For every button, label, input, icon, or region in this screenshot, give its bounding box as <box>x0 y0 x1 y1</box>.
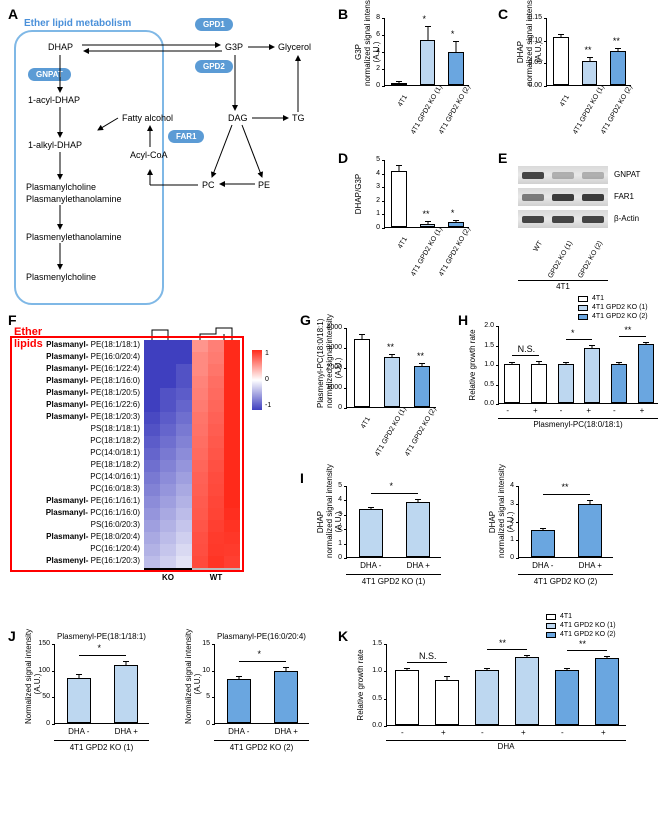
panel-label-h: H <box>458 312 468 328</box>
panel-label-g: G <box>300 312 311 328</box>
panel-label-i: I <box>300 470 304 486</box>
node-acylcoa: Acyl-CoA <box>130 150 168 160</box>
panel-label-e: E <box>498 150 507 166</box>
chart-g3p: 024684T1*4T1 GPD2 KO (1)*4T1 GPD2 KO (2)… <box>356 18 469 86</box>
panel-label-k: K <box>338 628 348 644</box>
node-glycerol: Glycerol <box>278 42 311 52</box>
chart-plasmanyl-pe-160: Plasmanyl-PE(16:0/20:4)051015DHA -DHA +*… <box>186 644 309 724</box>
ether-lipid-title: Ether lipid metabolism <box>24 18 131 29</box>
node-pe: PE <box>258 180 270 190</box>
chart-growth-plasmenyl: 0.00.51.01.52.0-+-+-+N.S.***Relative gro… <box>470 326 658 404</box>
node-plasmanylethanolamine: Plasmanylethanolamine <box>26 194 122 204</box>
chart-dhap-ko1: 012345DHA -DHA +*4T1 GPD2 KO (1)DHAPnorm… <box>318 486 441 558</box>
node-plasmenylethanolamine: Plasmenylethanolamine <box>26 232 122 242</box>
chart-growth-dha: 0.00.51.01.5-+-+-+N.S.****Relative growt… <box>358 644 626 726</box>
panel-label-a: A <box>8 6 18 22</box>
node-plasmenylcholine: Plasmenylcholine <box>26 272 96 282</box>
chart-plasmenyl-pc: 010002000300040004T1**4T1 GPD2 KO (1)**4… <box>318 328 436 408</box>
enzyme-gpd1: GPD1 <box>195 18 233 31</box>
panel-label-j: J <box>8 628 16 644</box>
node-tg: TG <box>292 113 305 123</box>
chart-dhap-g3p-ratio: 0123454T1**4T1 GPD2 KO (1)*4T1 GPD2 KO (… <box>356 160 469 228</box>
node-fatty-alcohol: Fatty alcohol <box>122 113 173 123</box>
panel-label-d: D <box>338 150 348 166</box>
node-g3p: G3P <box>225 42 243 52</box>
western-blot: GNPATFAR1β-ActinWTGPD2 KO (1)GPD2 KO (2)… <box>510 162 660 282</box>
panel-label-b: B <box>338 6 348 22</box>
node-1alkyl: 1-alkyl-DHAP <box>28 140 82 150</box>
enzyme-gnpat: GNPAT <box>28 68 71 81</box>
chart-dhap-ko2: 01234DHA -DHA +**4T1 GPD2 KO (2)DHAPnorm… <box>490 486 613 558</box>
node-pc: PC <box>202 180 215 190</box>
chart-dhap: 0.000.050.100.154T1**4T1 GPD2 KO (1)**4T… <box>518 18 631 86</box>
enzyme-gpd2: GPD2 <box>195 60 233 73</box>
enzyme-far1: FAR1 <box>168 130 204 143</box>
chart-plasmenyl-pe-181: Plasmenyl-PE(18:1/18:1)050100150DHA -DHA… <box>26 644 149 724</box>
panel-label-c: C <box>498 6 508 22</box>
node-dag: DAG <box>228 113 248 123</box>
node-dhap: DHAP <box>48 42 73 52</box>
node-plasmanylcholine: Plasmanylcholine <box>26 182 96 192</box>
node-1acyl: 1-acyl-DHAP <box>28 95 80 105</box>
